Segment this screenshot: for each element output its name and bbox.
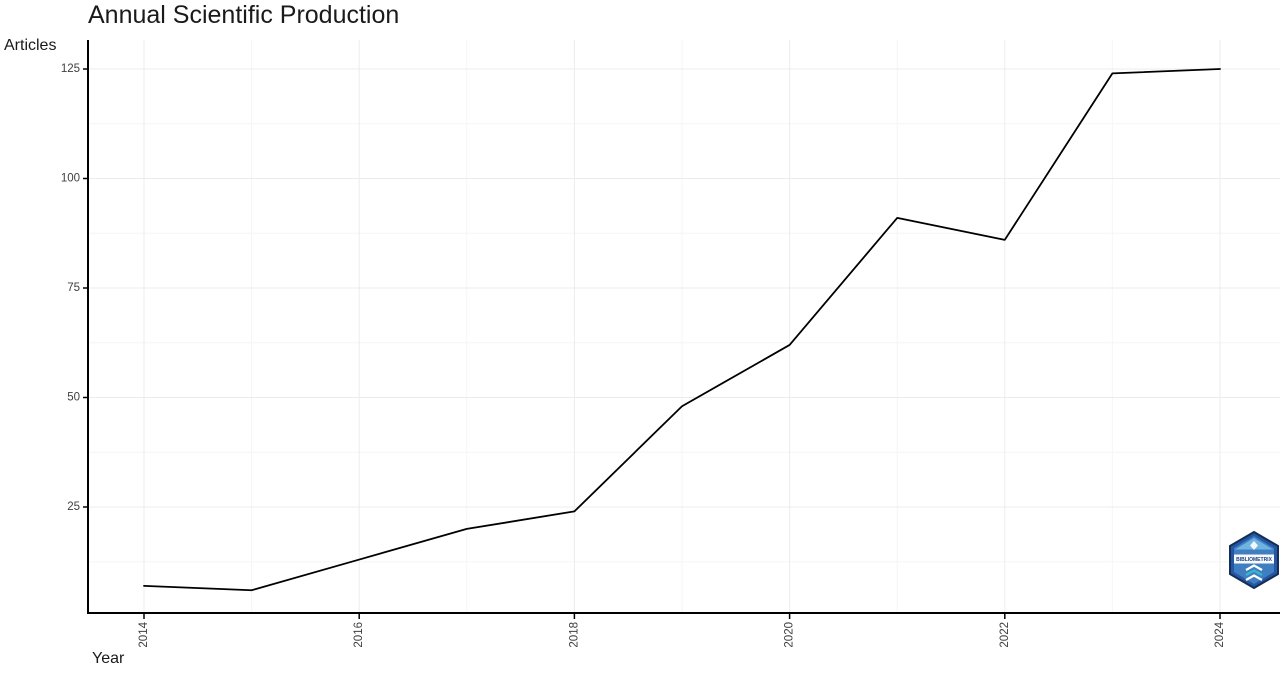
logo-text: BIBLIOMETRIX bbox=[1236, 557, 1272, 563]
chart-title: Annual Scientific Production bbox=[88, 1, 400, 29]
logo-band bbox=[1234, 554, 1274, 564]
logo-wave-icon bbox=[1245, 574, 1263, 581]
y-tick-label: 125 bbox=[61, 63, 80, 75]
x-tick-label: 2014 bbox=[138, 621, 150, 647]
x-tick-label: 2016 bbox=[353, 622, 365, 648]
x-tick-label: 2022 bbox=[999, 622, 1011, 648]
y-tick-label: 25 bbox=[67, 501, 80, 513]
logo-diamond-icon bbox=[1250, 541, 1258, 550]
bibliometrix-logo: BIBLIOMETRIX bbox=[1229, 531, 1279, 589]
y-tick-label: 50 bbox=[67, 392, 80, 404]
logo-wave-icon bbox=[1245, 564, 1263, 571]
y-tick-label: 100 bbox=[61, 173, 80, 185]
articles-line-series bbox=[143, 68, 1221, 592]
x-tick-label: 2020 bbox=[784, 622, 796, 648]
y-tick-label: 75 bbox=[67, 282, 80, 294]
x-tick-label: 2018 bbox=[568, 622, 580, 648]
x-axis-title: Year bbox=[92, 650, 125, 667]
x-tick-label: 2024 bbox=[1214, 621, 1226, 647]
logo-wave-icon bbox=[1245, 569, 1263, 576]
y-axis-title: Articles bbox=[4, 37, 57, 54]
